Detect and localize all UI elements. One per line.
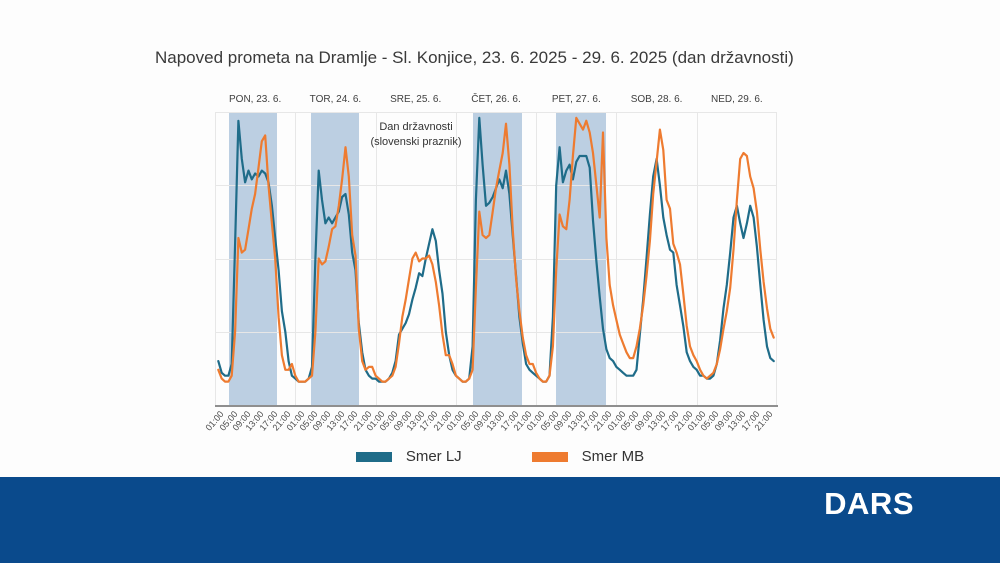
holiday-annotation: Dan državnosti (slovenski praznik) xyxy=(348,120,484,150)
gridline-vertical-day-boundary xyxy=(455,112,457,405)
x-tick-labels: 01:00 05:00 09:00 13:00 17:00 21:00 01:00 05:00… xyxy=(0,409,1000,449)
gridline-vertical-day-boundary xyxy=(295,112,297,405)
dars-logo: DARS xyxy=(824,486,914,521)
legend-item-smer-lj: Smer LJ xyxy=(355,448,462,465)
holiday-annotation-line2: (slovenski praznik) xyxy=(370,135,462,148)
day-label: SOB, 28. 6. xyxy=(630,94,683,105)
legend-swatch-smer-mb xyxy=(531,451,568,462)
gridline-vertical-day-boundary xyxy=(215,112,216,405)
holiday-annotation-line1: Dan državnosti xyxy=(379,121,453,133)
day-label: PET, 27. 6. xyxy=(551,94,601,105)
chart-title: Napoved prometa na Dramlje - Sl. Konjice… xyxy=(155,48,794,67)
legend: Smer LJ Smer MB xyxy=(0,448,1000,465)
day-label: NED, 29. 6. xyxy=(710,94,763,105)
plot-area: Dan državnosti (slovenski praznik) xyxy=(215,112,777,405)
footer-bar: DARS xyxy=(0,477,1000,563)
legend-label-smer-lj: Smer LJ xyxy=(405,448,462,465)
gridline-vertical-day-boundary xyxy=(616,112,618,405)
legend-swatch-smer-lj xyxy=(355,451,392,462)
gridline-horizontal xyxy=(215,112,777,113)
traffic-line-smer-mb xyxy=(217,116,775,383)
day-label: SRE, 25. 6. xyxy=(390,94,442,105)
gridline-vertical-day-boundary xyxy=(696,112,698,405)
day-label: PON, 23. 6. xyxy=(229,94,282,105)
legend-label-smer-mb: Smer MB xyxy=(581,448,645,465)
gridline-vertical-day-boundary xyxy=(536,112,538,405)
day-label: ČET, 26. 6. xyxy=(471,94,521,105)
day-label: TOR, 24. 6. xyxy=(309,94,362,105)
x-axis-line xyxy=(215,405,778,407)
gridline-horizontal xyxy=(215,331,777,333)
gridline-vertical-day-boundary xyxy=(375,112,377,405)
legend-item-smer-mb: Smer MB xyxy=(531,448,645,465)
gridline-vertical-day-boundary xyxy=(776,112,777,405)
gridline-horizontal xyxy=(215,258,777,260)
traffic-lines-svg xyxy=(217,116,775,383)
